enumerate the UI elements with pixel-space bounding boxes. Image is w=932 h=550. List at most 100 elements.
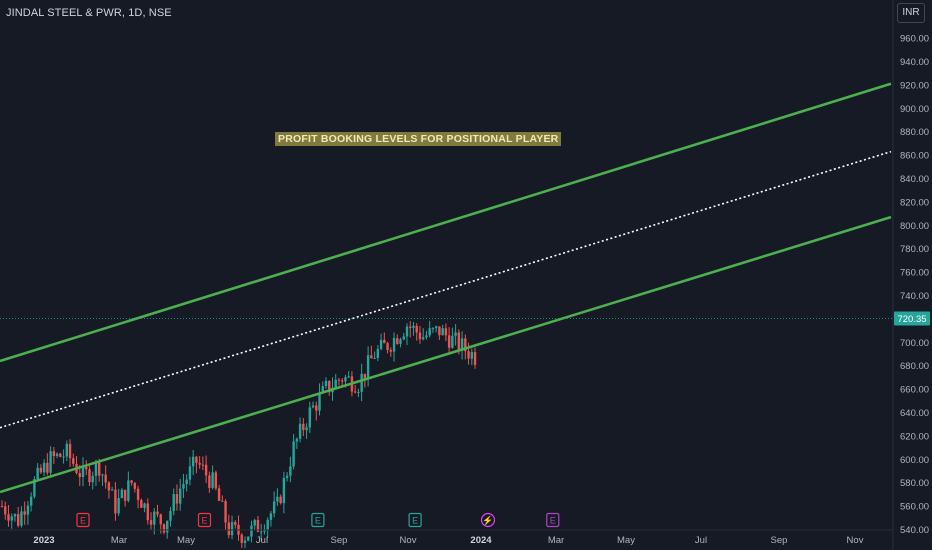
candle-body: [191, 456, 195, 467]
price-tick-label: 760.00: [900, 268, 929, 279]
candle-body: [444, 328, 448, 336]
candle-body: [425, 335, 428, 338]
trendline-lower[interactable]: [0, 215, 892, 494]
candle-body: [114, 489, 117, 514]
candle-body: [136, 488, 140, 501]
candle-body: [298, 423, 302, 439]
candle-body: [46, 462, 49, 473]
candle-body: [460, 338, 464, 351]
candle-body: [295, 438, 299, 442]
time-tick-label: Sep: [771, 535, 788, 546]
trendline-upper[interactable]: [0, 82, 892, 363]
candle-body: [185, 479, 188, 485]
price-tick-label: 880.00: [900, 127, 929, 138]
candle-body: [208, 475, 211, 488]
split-marker[interactable]: [480, 512, 496, 528]
time-tick-label: Mar: [548, 535, 564, 546]
candle-body: [17, 514, 20, 526]
candle-body: [389, 350, 392, 352]
candle-body: [130, 480, 133, 483]
candle-body: [175, 494, 179, 504]
earnings-marker[interactable]: [76, 512, 90, 528]
candle-body: [179, 488, 182, 504]
text-annotation[interactable]: PROFIT BOOKING LEVELS FOR POSITIONAL PLA…: [275, 132, 562, 146]
candle-body: [357, 391, 360, 393]
candle-body: [162, 524, 166, 533]
candle-body: [467, 351, 470, 359]
earnings-marker[interactable]: [197, 512, 212, 528]
time-axis[interactable]: 2023 Mar May Jul Sep Nov 2024 Mar May Jul Sep Nov: [33, 535, 863, 546]
candle-body: [159, 514, 162, 525]
candle-body: [402, 336, 405, 340]
event-label: E: [550, 516, 556, 526]
candle-body: [434, 326, 438, 329]
event-label: E: [201, 516, 207, 526]
price-tick-label: 800.00: [900, 221, 929, 232]
currency-button[interactable]: INR: [897, 3, 925, 23]
event-label: E: [412, 516, 418, 526]
time-tick-label: Nov: [400, 535, 417, 546]
time-tick-label: May: [177, 535, 195, 546]
candle-body: [353, 391, 357, 393]
candle-body: [451, 335, 454, 348]
candle-body: [234, 522, 237, 525]
trendlines[interactable]: [0, 82, 893, 494]
candle-body: [422, 337, 425, 340]
candle-body: [52, 451, 56, 456]
candle-body: [454, 332, 457, 336]
price-tick-label: 580.00: [900, 478, 929, 489]
event-markers[interactable]: E E E E ⚡ E: [76, 512, 560, 528]
time-tick-label: Jul: [695, 535, 707, 546]
candle-body: [360, 373, 363, 392]
candle-body: [428, 328, 431, 336]
candle-body: [441, 328, 444, 336]
candle-body: [386, 343, 389, 351]
candle-body: [39, 467, 43, 473]
event-label: ⚡: [482, 515, 493, 527]
candle-body: [305, 427, 308, 431]
time-tick-label: May: [617, 535, 635, 546]
price-tick-label: 740.00: [900, 291, 929, 302]
candle-body: [321, 386, 324, 394]
candle-body: [0, 506, 4, 508]
candle-body: [282, 477, 286, 504]
candle-body: [166, 520, 169, 533]
candle-body: [146, 503, 149, 521]
time-tick-label: Sep: [331, 535, 348, 546]
candle-body: [457, 332, 461, 351]
candle-body: [7, 514, 10, 521]
candle-body: [383, 339, 386, 344]
candle-body: [263, 530, 266, 532]
price-tick-label: 620.00: [900, 431, 929, 442]
candle-body: [464, 338, 467, 352]
candle-body: [91, 475, 94, 483]
candle-body: [214, 472, 218, 489]
candle-body: [72, 458, 75, 464]
price-tick-label: 900.00: [900, 104, 929, 115]
candle-body: [133, 482, 137, 489]
candles: [0, 320, 477, 549]
candle-body: [334, 379, 337, 388]
candle-body: [447, 335, 451, 348]
candle-body: [370, 355, 373, 359]
price-axis[interactable]: 540.00 560.00 580.00 600.00 620.00 640.00 660.…: [894, 34, 930, 536]
time-tick-label: 2024: [470, 535, 492, 546]
candle-body: [308, 407, 311, 428]
candle-body: [85, 466, 88, 470]
candle-body: [315, 405, 318, 411]
candle-body: [68, 443, 72, 459]
candle-body: [373, 358, 376, 360]
candle-body: [337, 379, 341, 381]
candle-body: [347, 376, 350, 378]
candle-body: [224, 501, 227, 523]
earnings-marker[interactable]: [311, 512, 325, 528]
earnings-marker[interactable]: [546, 512, 560, 528]
candle-body: [140, 500, 143, 508]
earnings-marker[interactable]: [408, 512, 422, 528]
candle-body: [104, 474, 107, 483]
candle-body: [279, 496, 282, 504]
candle-body: [13, 514, 17, 517]
candle-body: [392, 338, 396, 352]
price-tick-label: 960.00: [900, 34, 929, 45]
